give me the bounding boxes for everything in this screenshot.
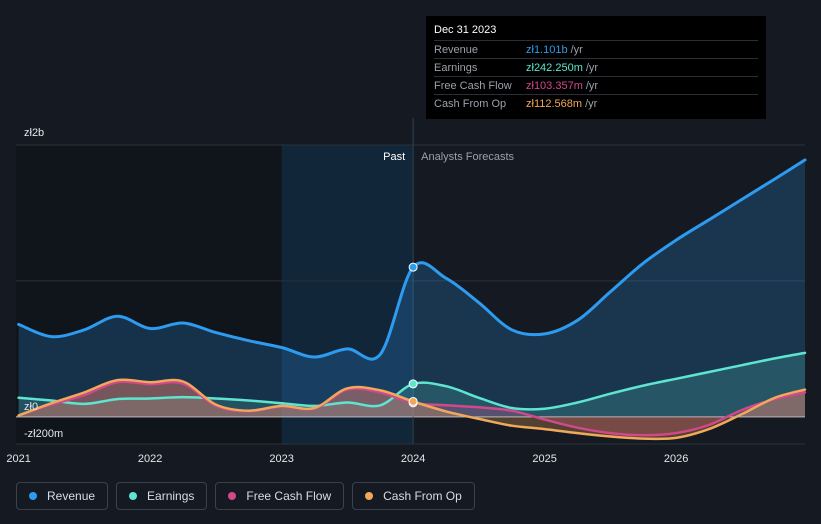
x-tick-label: 2024: [401, 453, 425, 465]
past-label: Past: [383, 151, 405, 163]
area-cash-from-op: [18, 379, 806, 439]
tooltip-unit: /yr: [585, 79, 599, 92]
x-tick-label: 2022: [138, 453, 162, 465]
x-tick-label: 2025: [532, 453, 556, 465]
legend-item-revenue[interactable]: Revenue: [16, 482, 109, 510]
tooltip-row-revenue: Revenue zł1.101b /yr: [434, 40, 758, 58]
axis-labels: zł2b zł0 -zł200m 2021 2022 2023 2024 2025 2026 Pa…: [6, 127, 688, 465]
marker-earnings: [408, 379, 418, 389]
legend-label: Cash From Op: [383, 489, 462, 503]
tooltip-value: zł112.568m: [526, 97, 583, 110]
chart-legend: Revenue Earnings Free Cash Flow Cash Fro…: [16, 482, 475, 510]
tooltip-date: Dec 31 2023: [434, 24, 497, 36]
tooltip-label: Free Cash Flow: [434, 79, 512, 92]
tooltip-row-free-cash-flow: Free Cash Flow zł103.357m /yr: [434, 76, 758, 94]
tooltip-unit: /yr: [585, 97, 598, 110]
legend-item-earnings[interactable]: Earnings: [116, 482, 208, 510]
x-tick-label: 2021: [6, 453, 30, 465]
series-markers: [408, 262, 418, 408]
tooltip-label: Earnings: [434, 61, 478, 74]
forecast-label: Analysts Forecasts: [421, 151, 514, 163]
tooltip-value: zł242.250m: [526, 61, 583, 74]
tooltip-unit: /yr: [585, 61, 599, 74]
y-tick-label: zł0: [24, 401, 38, 413]
legend-dot-icon: [365, 492, 374, 500]
area-revenue: [18, 159, 806, 417]
tooltip-unit: /yr: [570, 43, 583, 56]
area-free-cash-flow: [18, 381, 806, 436]
marker-cash-from-op: [408, 396, 418, 406]
tooltip-row-earnings: Earnings zł242.250m /yr: [434, 58, 758, 76]
x-tick-label: 2023: [269, 453, 293, 465]
legend-item-cash-from-op[interactable]: Cash From Op: [352, 482, 475, 510]
legend-dot-icon: [228, 492, 237, 500]
legend-dot-icon: [29, 492, 37, 500]
marker-revenue: [408, 262, 418, 272]
grid-lines: [16, 118, 805, 445]
legend-label: Revenue: [47, 489, 96, 503]
x-tick-label: 2026: [664, 453, 688, 465]
y-tick-label: zł2b: [24, 127, 44, 139]
tooltip-row-cash-from-op: Cash From Op zł112.568m /yr: [434, 94, 758, 112]
legend-item-free-cash-flow[interactable]: Free Cash Flow: [215, 482, 345, 510]
legend-label: Earnings: [147, 489, 195, 503]
y-tick-label: -zł200m: [24, 428, 63, 440]
tooltip-label: Cash From Op: [434, 97, 507, 110]
tooltip-value: zł1.101b: [526, 43, 568, 56]
legend-dot-icon: [129, 492, 138, 500]
hover-tooltip: Dec 31 2023 Revenue zł1.101b /yr Earning…: [426, 16, 766, 119]
tooltip-label: Revenue: [434, 43, 479, 56]
legend-label: Free Cash Flow: [246, 489, 332, 503]
tooltip-value: zł103.357m: [526, 79, 583, 92]
